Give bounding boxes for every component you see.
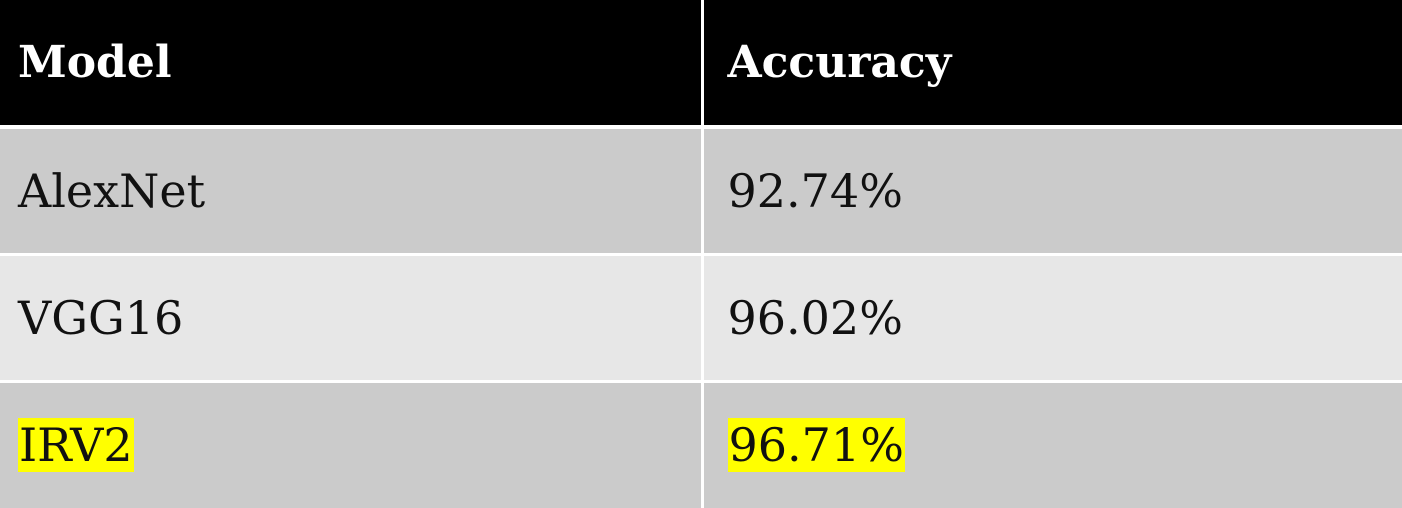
model-cell: IRV2: [0, 381, 704, 508]
accuracy-value: 92.74%: [727, 163, 903, 218]
table-row: AlexNet 92.74%: [0, 127, 1402, 256]
header-accuracy: Accuracy: [702, 0, 1402, 129]
accuracy-cell: 96.02%: [702, 254, 1402, 383]
accuracy-value: 96.02%: [727, 290, 903, 345]
header-model: Model: [0, 0, 704, 129]
accuracy-cell: 92.74%: [702, 127, 1402, 256]
accuracy-cell: 96.71%: [702, 381, 1402, 508]
table-row: IRV2 96.71%: [0, 381, 1402, 508]
table-row: VGG16 96.02%: [0, 254, 1402, 383]
accuracy-value-highlighted: 96.71%: [727, 418, 905, 473]
model-name: VGG16: [18, 290, 184, 345]
model-name-highlighted: IRV2: [18, 418, 134, 473]
model-cell: AlexNet: [0, 127, 704, 256]
table-body: AlexNet 92.74% VGG16 96.02% IRV2 96.71%: [0, 127, 1402, 508]
header-row: Model Accuracy: [0, 0, 1402, 129]
model-cell: VGG16: [0, 254, 704, 383]
model-name: AlexNet: [18, 163, 206, 218]
table-header: Model Accuracy: [0, 0, 1402, 129]
